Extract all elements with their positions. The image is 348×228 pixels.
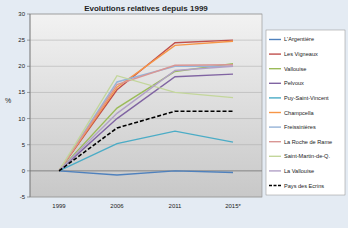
- tick-mark: [27, 170, 30, 171]
- y-axis: [30, 14, 31, 197]
- x-tick-label: 2006: [110, 203, 124, 209]
- legend-swatch: [269, 170, 281, 171]
- series-line: [59, 76, 233, 171]
- tick-mark: [27, 66, 30, 67]
- y-tick-label: -5: [20, 194, 26, 200]
- series-line: [59, 40, 233, 171]
- lines: [59, 40, 233, 175]
- chart: -5 0 5 10 15 20 25 30 1999 2006 2011 2015* Evolution…: [0, 0, 348, 228]
- plot-area: [30, 14, 262, 197]
- legend-label: Freissinières: [284, 124, 316, 130]
- x-tick-label: 1999: [52, 203, 66, 209]
- y-tick-label: 15: [18, 89, 25, 95]
- y-tick-label: 25: [18, 37, 25, 43]
- y-tick-label: 0: [22, 168, 26, 174]
- legend-swatch: [269, 112, 281, 113]
- legend-swatch: [269, 126, 281, 127]
- legend-label: Saint-Martin-de-Q.: [284, 153, 330, 159]
- grid-line: [30, 197, 262, 198]
- legend-swatch: [269, 141, 281, 142]
- series-line: [59, 64, 233, 171]
- y-axis-label: %: [5, 97, 11, 104]
- series-line: [59, 41, 233, 171]
- legend-swatch: [269, 185, 281, 186]
- legend-label: La Vallouise: [284, 168, 314, 174]
- legend-swatch: [269, 68, 281, 69]
- legend-swatch: [269, 53, 281, 54]
- tick-mark: [27, 40, 30, 41]
- legend-label: Champcella: [284, 110, 314, 116]
- series-line: [59, 65, 233, 171]
- legend-swatch: [269, 83, 281, 84]
- legend-label: Vallouise: [284, 66, 306, 72]
- grid-line: [30, 14, 262, 15]
- tick-mark: [27, 144, 30, 145]
- tick-mark: [27, 92, 30, 93]
- y-tick-label: 30: [18, 11, 25, 17]
- legend-swatch: [269, 39, 281, 40]
- legend-label: Pays des Ecrins: [284, 183, 324, 189]
- y-tick-label: 10: [18, 116, 25, 122]
- series-line: [59, 111, 233, 171]
- x-tick-label: 2015*: [225, 203, 241, 209]
- legend-swatch: [269, 156, 281, 157]
- legend-label: La Roche de Rame: [284, 139, 332, 145]
- legend-label: Pelvoux: [284, 80, 304, 86]
- series-line: [59, 66, 233, 171]
- tick-mark: [27, 118, 30, 119]
- tick-mark: [27, 14, 30, 15]
- legend: [266, 30, 345, 195]
- y-tick-label: 5: [22, 142, 26, 148]
- legend-swatch: [269, 97, 281, 98]
- legend-label: L'Argentière: [284, 36, 314, 42]
- series-line: [59, 66, 233, 171]
- y-tick-label: 20: [18, 63, 25, 69]
- series-line: [59, 171, 233, 175]
- background: [0, 0, 348, 228]
- title: Evolutions relatives depuis 1999: [84, 4, 208, 13]
- legend-label: Les Vigneaux: [284, 51, 318, 57]
- x-tick-label: 2011: [169, 203, 183, 209]
- grid-line: [30, 144, 262, 145]
- legend-label: Puy-Saint-Vincent: [284, 95, 329, 101]
- series-line: [59, 74, 233, 171]
- tick-mark: [27, 197, 30, 198]
